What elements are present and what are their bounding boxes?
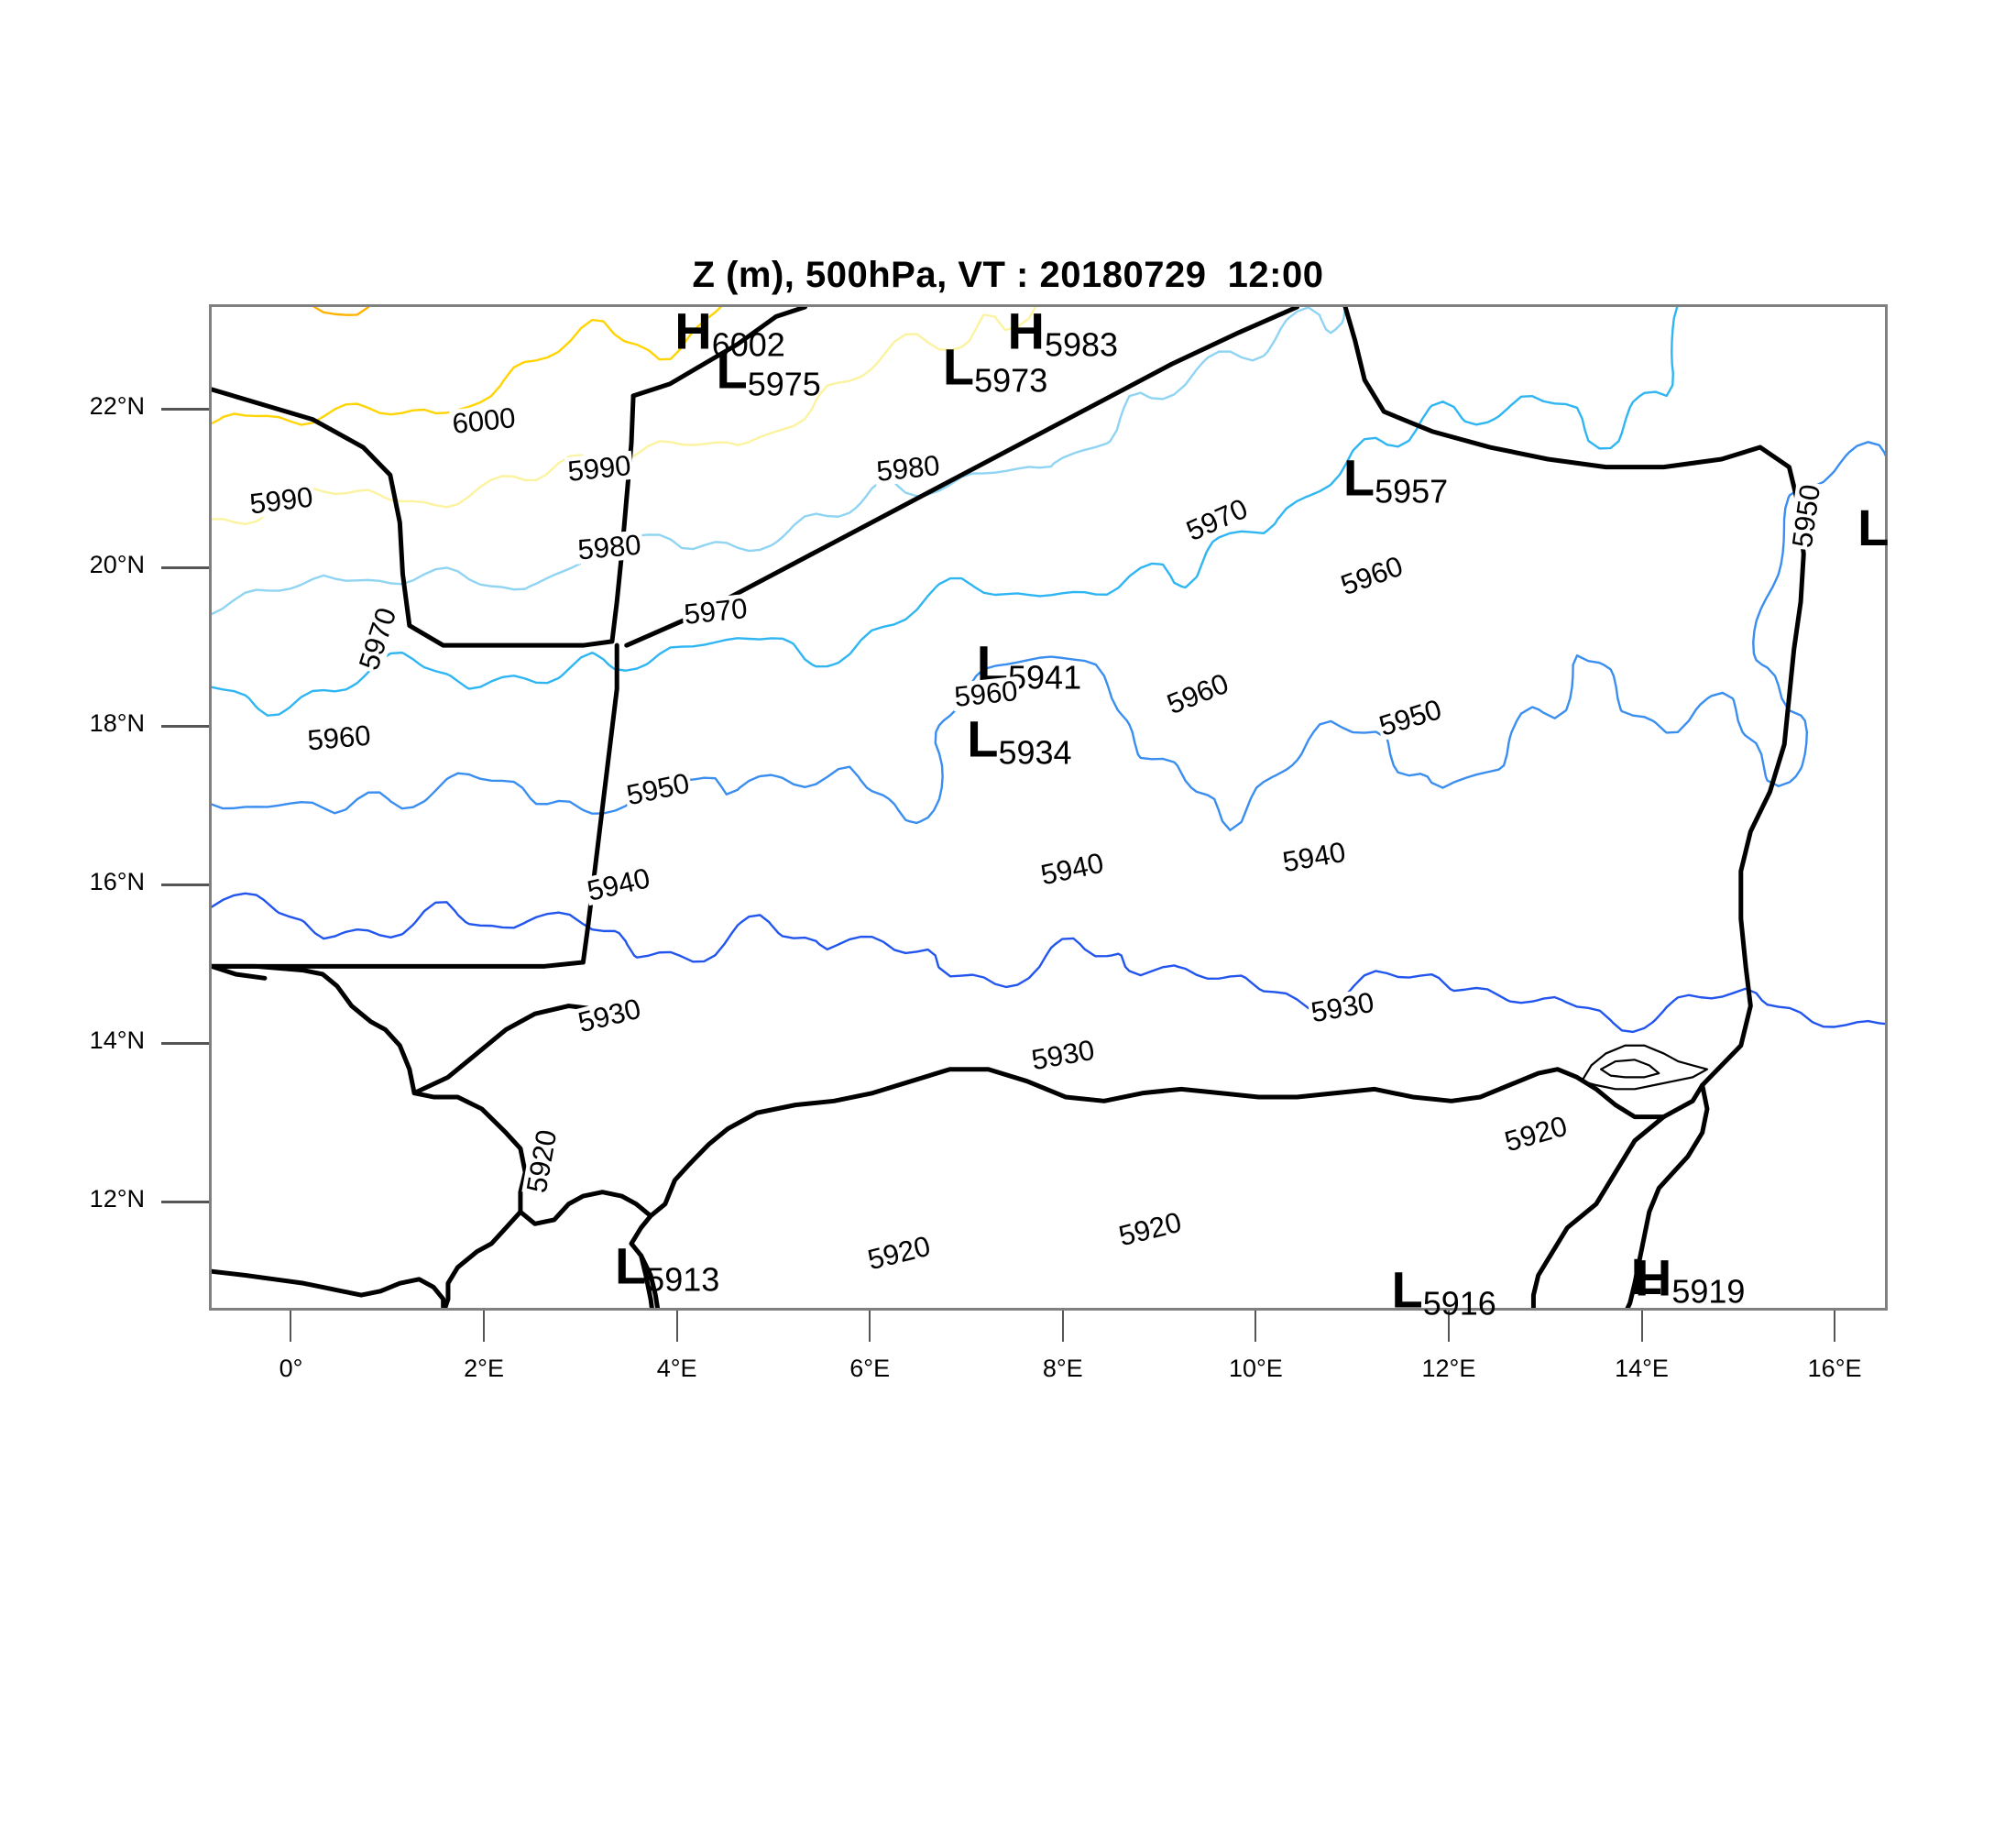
country-border-path (212, 963, 268, 981)
latitude-tick-mark (161, 566, 209, 570)
contour-label-5990: 5990 (246, 479, 317, 521)
pressure-center-l-5916: L5916 (1392, 1264, 1496, 1323)
pressure-center-l-5957: L5957 (1343, 452, 1448, 508)
longitude-tick-mark (290, 1311, 292, 1342)
country-borders-group (212, 307, 1806, 1308)
country-border-path (212, 963, 653, 1226)
country-border-path (411, 1004, 605, 1096)
pressure-center-l-5934: L5934 (967, 713, 1072, 772)
extremum-symbol: L (967, 709, 999, 768)
extremum-value: 5975 (747, 365, 821, 403)
pressure-center-h-5919: H5919 (1635, 1252, 1746, 1311)
extremum-value: 5934 (998, 733, 1072, 772)
country-border-path (212, 1268, 446, 1308)
country-border-path (1600, 1059, 1660, 1079)
contour-plot-area (209, 304, 1888, 1311)
extremum-symbol: L (1391, 1260, 1423, 1319)
extremum-value: 5919 (1671, 1272, 1746, 1311)
pressure-center-l-5913: L5913 (615, 1240, 720, 1299)
contour-map-svg (212, 307, 1885, 1308)
contour-label-5980: 5980 (873, 448, 944, 488)
country-border-path (212, 642, 619, 969)
contour-label-5970: 5970 (680, 591, 751, 631)
extremum-symbol: L (614, 1236, 647, 1295)
extremum-value: 5941 (1008, 658, 1082, 697)
country-border-path (443, 1209, 523, 1308)
longitude-tick-label: 2°E (464, 1355, 504, 1382)
longitude-tick-mark (1447, 1311, 1450, 1342)
pressure-center-l-5973: L5973 (943, 341, 1047, 397)
latitude-tick-label: 14°N (89, 1026, 145, 1054)
latitude-tick-mark (161, 724, 209, 728)
contour-line-5970 (212, 307, 722, 426)
extremum-symbol: L (1630, 1246, 1662, 1305)
country-border-path (630, 307, 808, 399)
latitude-tick-label: 12°N (89, 1184, 145, 1213)
extremum-symbol: L (716, 341, 748, 400)
pressure-center-l-5941: L5941 (977, 638, 1082, 697)
latitude-tick-mark (161, 883, 209, 886)
contour-label-6000: 6000 (449, 401, 519, 441)
longitude-tick-label: 10°E (1228, 1355, 1283, 1382)
latitude-tick-label: 22°N (89, 392, 145, 421)
country-border-path (624, 307, 1299, 648)
longitude-tick-label: 12°E (1421, 1355, 1476, 1382)
contour-label-5960: 5960 (304, 719, 374, 757)
longitude-tick-label: 6°E (849, 1355, 891, 1382)
pressure-center-l-5975: L5975 (717, 345, 821, 403)
extremum-value: 5957 (1375, 472, 1449, 510)
longitude-tick-label: 14°E (1615, 1355, 1669, 1382)
longitude-tick-mark (869, 1311, 871, 1342)
latitude-tick-label: 16°N (89, 867, 145, 895)
extremum-value: 6002 (711, 325, 785, 364)
pressure-center-h-6002: H6002 (674, 305, 785, 361)
contour-line-5950 (212, 307, 1347, 616)
contour-label-5950: 5950 (1785, 480, 1826, 552)
extremum-symbol: L (1342, 448, 1375, 507)
longitude-tick-mark (483, 1311, 486, 1342)
pressure-center-h-5983: H5983 (1008, 305, 1119, 361)
latitude-tick-mark (161, 1200, 209, 1203)
pressure-center-l: L (1631, 1250, 1662, 1302)
latitude-tick-mark (161, 408, 209, 412)
extremum-symbol: L (1857, 498, 1890, 556)
extremum-symbol: H (674, 302, 712, 360)
contour-line-5940 (212, 307, 1679, 717)
longitude-tick-label: 4°E (656, 1355, 697, 1382)
longitude-tick-mark (675, 1311, 678, 1342)
longitude-tick-mark (1834, 1311, 1836, 1342)
longitude-tick-label: 0° (279, 1355, 303, 1382)
latitude-tick-label: 18°N (89, 708, 145, 737)
extremum-symbol: H (1007, 302, 1045, 360)
longitude-tick-mark (1255, 1311, 1257, 1342)
extremum-symbol: H (1634, 1248, 1672, 1307)
pressure-center-l: L (1857, 498, 1890, 556)
chart-title: Z (m), 500hPa, VT : 20180729 12:00 (692, 255, 1324, 295)
extremum-symbol: L (942, 337, 975, 396)
country-border-path (212, 387, 636, 648)
longitude-tick-label: 16°E (1807, 1355, 1862, 1382)
latitude-tick-mark (161, 1041, 209, 1045)
extremum-value: 5973 (974, 361, 1048, 400)
country-border-path (629, 307, 1806, 1308)
country-border-path (1580, 1044, 1709, 1091)
contour-label-5980: 5980 (575, 528, 644, 566)
longitude-tick-mark (1640, 1311, 1643, 1342)
extremum-value: 5913 (646, 1260, 720, 1299)
extremum-value: 5916 (1422, 1284, 1496, 1323)
contour-line-5920 (212, 892, 1885, 1034)
contour-label-5990: 5990 (564, 448, 635, 488)
contour-line-5980 (313, 307, 370, 316)
country-border-path (1625, 1082, 1710, 1308)
country-border-path (1530, 1114, 1667, 1308)
contour-line-5960 (212, 307, 1037, 526)
country-border-path (639, 1253, 654, 1308)
longitude-tick-mark (1061, 1311, 1064, 1342)
extremum-value: 5983 (1044, 325, 1119, 364)
latitude-tick-label: 20°N (89, 551, 145, 579)
contour-label-5960: 5960 (950, 675, 1021, 714)
longitude-tick-label: 8°E (1042, 1355, 1083, 1382)
